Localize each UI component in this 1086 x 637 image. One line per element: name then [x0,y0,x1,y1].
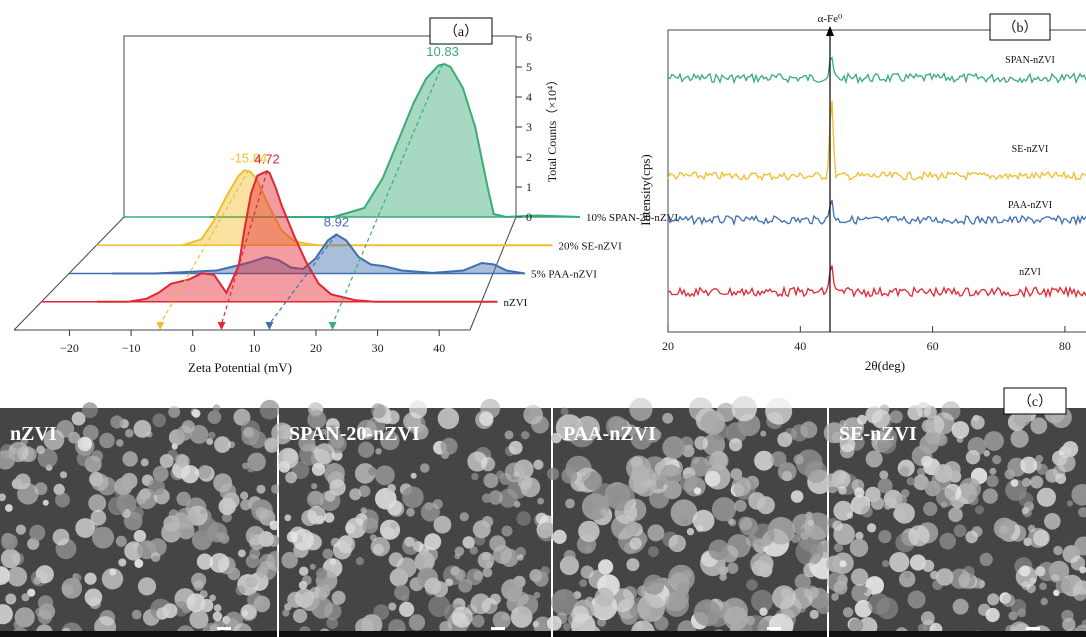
sem-label: PAA-nZVI [563,423,656,445]
peak-dropline-nzvi [220,171,268,325]
peak-arrow-20-se-nzvi [156,322,165,330]
panel-a-ytick-label: 4 [526,90,532,104]
panel-b-xtick-label: 40 [794,339,806,353]
series-area-10-span-20-nzvi [210,64,581,217]
panel-a-waterfall-chart: 10% SPAN-20-nZVI 20% SE-nZVI 5% PAA-nZVI nZ… [13,17,679,375]
panel-a-ytick-label: 0 [526,210,532,224]
sem-info-bar [553,631,827,637]
peak-dropline-10-span-20-nzvi [332,63,444,325]
panel-a-tag: （a） [444,24,478,40]
panel-a-ytick-label: 5 [526,60,532,74]
panel-b-xlabel: 2θ(deg) [865,358,905,373]
sem-image-se-nzvi: SE-nZVI [823,401,1086,637]
panel-a-ytick-label: 3 [526,120,532,134]
panel-c-sem-micrographs: nZVI SPAN-20-nZVI PAA-nZVI SE-nZVI （c） [0,387,1086,637]
peak-arrow-nzvi [217,322,226,330]
panel-b-ylabel: Intensity(cps) [638,154,653,225]
peak-arrow-10-span-20-nzvi [328,322,337,330]
panel-b-peak-arrowhead [826,26,834,36]
sem-texture [0,408,277,637]
panel-a-ytick-label: 1 [526,180,532,194]
panel-a-xlabel: Zeta Potential (mV) [188,360,292,375]
xrd-trace-paa-nzvi [667,199,1086,227]
series-area-20-se-nzvi [182,170,553,246]
xrd-label-span-nzvi: SPAN-nZVI [1005,55,1055,66]
sem-info-bar [829,631,1086,637]
panel-b-xtick-label: 60 [927,339,939,353]
panel-a-xtick-label: 0 [190,341,196,355]
sem-scale-bar [1026,627,1040,630]
panel-a-xtick-label: 30 [372,341,384,355]
panel-b-xrd-chart: SPAN-nZVI SE-nZVI PAA-nZVI nZVI α-Fe⁰ 20 40 6… [638,13,1086,373]
xrd-trace-nzvi [667,265,1086,299]
sem-label: nZVI [10,423,57,445]
peak-label-20-se-nzvi: -15.84 [230,150,267,165]
xrd-label-nzvi: nZVI [1019,267,1041,278]
panel-a-ylabel: Total Counts（×10⁴） [545,74,559,182]
xrd-trace-se-nzvi [667,100,1086,182]
series-area-nzvi [97,171,498,302]
panel-a-back-wall [123,35,516,217]
panel-b-tag: （b） [1003,20,1038,36]
peak-label-10-span-20-nzvi: 10.83 [426,44,459,59]
sem-texture [829,408,1086,637]
xrd-trace-span-nzvi [667,56,1086,85]
sem-info-bar [0,631,277,637]
series-label-20-se-nzvi: 20% SE-nZVI [559,240,623,252]
sem-label: SE-nZVI [839,423,917,445]
panel-a-ytick-label: 6 [526,30,532,44]
sem-image-paa-nzvi: PAA-nZVI [546,396,838,637]
panel-a-xtick-label: 20 [310,341,322,355]
sem-info-bar [279,631,551,637]
panel-a-xtick-label: −10 [122,341,141,355]
panel-b-xtick-label: 80 [1059,339,1071,353]
panel-c-tag: （c） [1018,394,1052,410]
panel-b-tag-box [989,13,1051,41]
sem-label: SPAN-20-nZVI [289,423,420,445]
panel-a-xtick-label: 40 [433,341,445,355]
series-label-nzvi: nZVI [504,297,528,309]
sem-scale-bar [491,627,505,630]
sem-texture [553,408,827,637]
xrd-label-paa-nzvi: PAA-nZVI [1008,200,1052,211]
peak-label-nzvi: 4.72 [254,151,279,166]
series-label-5-paa-nzvi: 5% PAA-nZVI [531,269,597,281]
peak-label-5-paa-nzvi: 8.92 [324,215,349,230]
xrd-label-se-nzvi: SE-nZVI [1012,144,1049,155]
sem-image-span-20-nzvi: SPAN-20-nZVI [271,398,557,637]
panel-c-tag-box [1003,387,1067,415]
sem-scale-bar [767,627,781,630]
series-line-nzvi [97,170,498,303]
panel-b-xtick-label: 20 [662,339,674,353]
panel-a-xtick-label: 10 [248,341,260,355]
series-label-10-span-20-nzvi: 10% SPAN-20-nZVI [586,212,679,224]
panel-a-xtick-label: −20 [60,341,79,355]
series-line-5-paa-nzvi [112,233,526,275]
peak-dropline-20-se-nzvi [159,169,250,325]
peak-arrow-5-paa-nzvi [265,322,274,330]
panel-a-tag-box [429,17,493,45]
sem-texture [279,408,551,637]
series-area-5-paa-nzvi [112,234,525,274]
panel-a-ytick-label: 2 [526,150,532,164]
peak-dropline-5-paa-nzvi [268,234,337,325]
sem-image-nzvi: nZVI [0,399,287,637]
panel-b-peak-annotation: α-Fe⁰ [818,13,843,25]
sem-scale-bar [217,627,231,630]
panel-b-plot-frame [667,29,1086,333]
